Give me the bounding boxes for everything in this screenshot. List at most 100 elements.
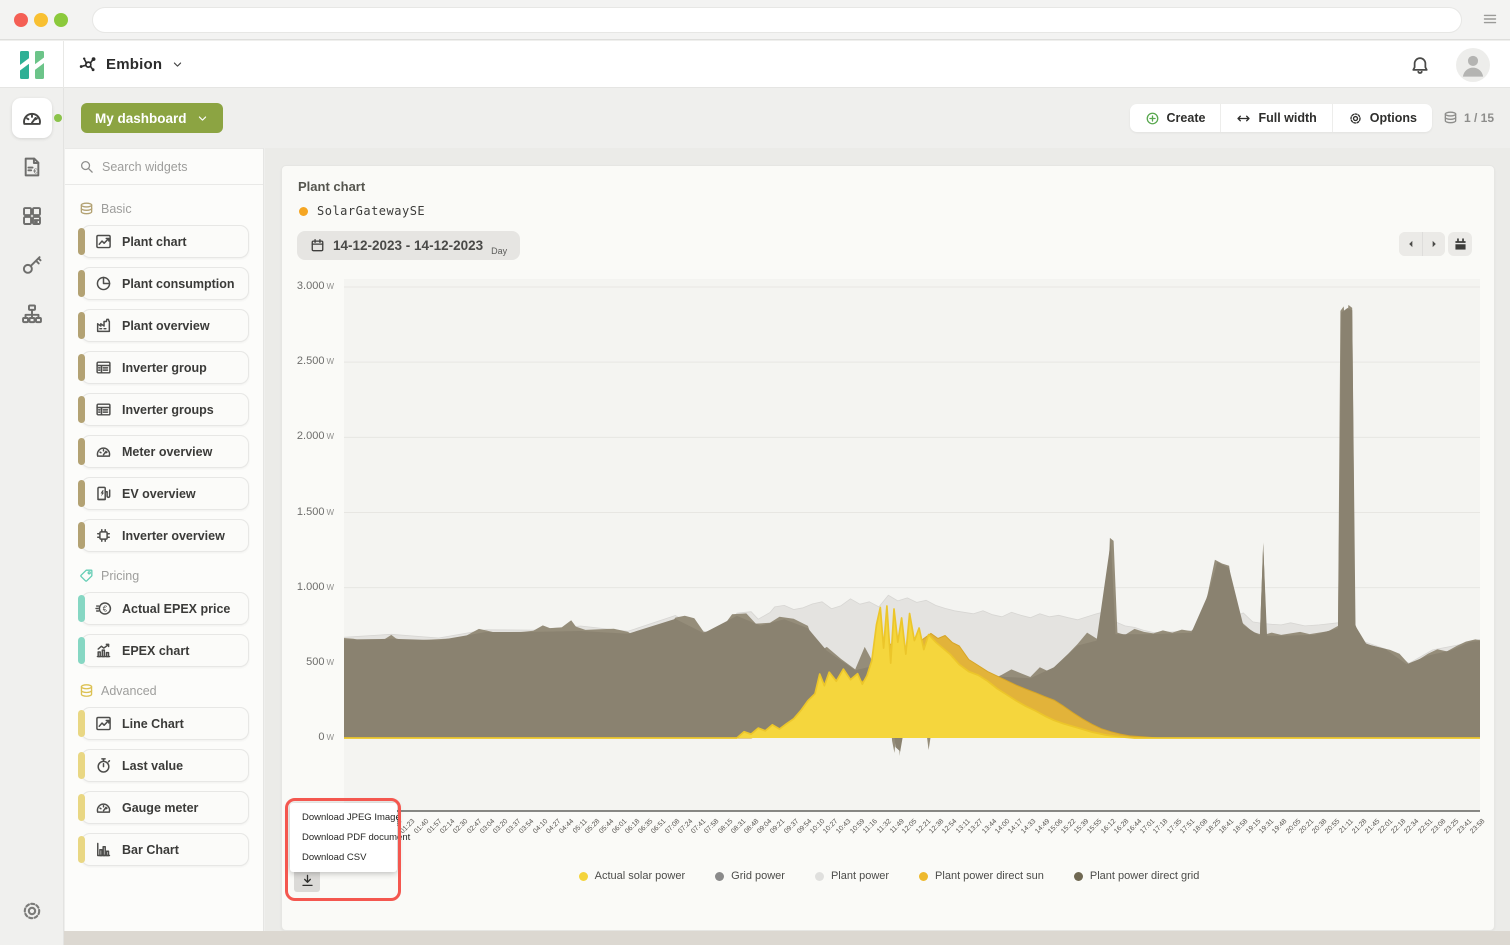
legend-item-actual-solar-power[interactable]: Actual solar power	[578, 870, 686, 882]
options-button[interactable]: Options	[1331, 104, 1432, 132]
menu-item-download-csv[interactable]: Download CSV	[302, 852, 367, 863]
rail-item-access-keys[interactable]	[12, 245, 52, 285]
legend-item-plant-power-direct-sun[interactable]: Plant power direct sun	[919, 870, 1044, 882]
date-granularity: Day	[491, 246, 508, 256]
chip-icon	[95, 527, 112, 544]
dashboard-topbar: My dashboard Create Full width Options 1…	[65, 88, 1510, 148]
gear-icon	[1348, 111, 1363, 126]
legend-item-plant-power[interactable]: Plant power	[814, 870, 889, 882]
widget-item-inverter-groups[interactable]: Inverter groups	[78, 393, 249, 426]
widget-item-inverter-overview[interactable]: Inverter overview	[78, 519, 249, 552]
create-button[interactable]: Create	[1130, 104, 1221, 132]
legend-item-grid-power[interactable]: Grid power	[715, 870, 785, 882]
menu-item-download-pdf-document[interactable]: Download PDF document	[302, 832, 411, 843]
plus-circle-icon	[1145, 111, 1160, 126]
chart-legend: Actual solar power Grid power Plant power P…	[282, 870, 1496, 882]
widget-item-inverter-group[interactable]: Inverter group	[78, 351, 249, 384]
window-minimize-button[interactable]	[34, 13, 48, 27]
accent-bar	[78, 312, 85, 339]
window-zoom-button[interactable]	[54, 13, 68, 27]
nav-rail: €	[0, 88, 64, 945]
active-indicator-dot	[53, 114, 62, 122]
widget-item-label: EPEX chart	[122, 643, 190, 658]
calendar-icon	[310, 238, 325, 253]
legend-label: Actual solar power	[594, 870, 686, 882]
dashboard-canvas: Plant chart SolarGatewaySE 14-12-2023 - …	[265, 148, 1510, 931]
accent-bar	[78, 522, 85, 549]
accent-bar	[78, 228, 85, 255]
chart-plot-area[interactable]	[343, 279, 1481, 819]
widget-item-epex-chart[interactable]: EPEX chart	[78, 634, 249, 667]
widget-item-last-value[interactable]: Last value	[78, 749, 249, 782]
factory-icon	[95, 317, 112, 334]
layers-icon	[79, 201, 94, 216]
widget-item-bar-chart[interactable]: Bar Chart	[78, 833, 249, 866]
chevron-down-icon	[196, 112, 209, 125]
grid-squares-icon	[21, 205, 43, 227]
browser-chrome	[0, 0, 1510, 40]
legend-item-plant-power-direct-grid[interactable]: Plant power direct grid	[1073, 870, 1199, 882]
rail-item-dashboard[interactable]	[11, 98, 62, 138]
menu-item-download-jpeg-image[interactable]: Download JPEG Image	[302, 812, 401, 823]
dashboard-selector-button[interactable]: My dashboard	[81, 103, 223, 133]
line-chart-icon	[95, 715, 112, 732]
prev-period-button[interactable]	[1399, 232, 1422, 256]
widget-item-plant-chart[interactable]: Plant chart	[78, 225, 249, 258]
full-width-label: Full width	[1258, 111, 1317, 125]
rail-item-widgets[interactable]	[12, 196, 52, 236]
widget-item-plant-overview[interactable]: Plant overview	[78, 309, 249, 342]
sitemap-icon	[21, 303, 43, 325]
widget-item-ev-overview[interactable]: EV overview	[78, 477, 249, 510]
widget-search	[65, 149, 263, 185]
widget-item-plant-consumption[interactable]: Plant consumption	[78, 267, 249, 300]
window-close-button[interactable]	[14, 13, 28, 27]
next-period-button[interactable]	[1422, 232, 1445, 256]
y-axis-unit: W	[326, 357, 334, 367]
section-label: Pricing	[101, 568, 140, 583]
widget-item-label: EV overview	[122, 486, 196, 501]
notifications-bell-icon[interactable]	[1410, 55, 1430, 75]
y-axis-unit: W	[326, 733, 334, 742]
org-switcher[interactable]: Embion	[78, 41, 184, 88]
bar-chart-icon	[95, 841, 112, 858]
search-input[interactable]	[102, 159, 242, 174]
widget-item-label: Inverter overview	[122, 528, 225, 543]
widget-item-actual-epex-price[interactable]: € Actual EPEX price	[78, 592, 249, 625]
date-range-button[interactable]: 14-12-2023 - 14-12-2023 Day	[297, 231, 521, 260]
rail-item-billing[interactable]: €	[12, 147, 52, 187]
user-avatar[interactable]	[1456, 47, 1490, 82]
app-logo[interactable]	[0, 41, 64, 88]
browser-menu-icon[interactable]	[1482, 11, 1498, 27]
legend-dot	[578, 871, 588, 881]
meter-icon	[95, 443, 112, 460]
y-axis-unit: W	[326, 282, 334, 291]
rail-item-settings[interactable]	[20, 899, 44, 923]
calendar-solid-icon	[1453, 237, 1468, 252]
date-nav-controls	[1399, 232, 1472, 256]
rail-item-hierarchy[interactable]	[12, 294, 52, 334]
widget-item-label: Bar Chart	[122, 842, 179, 857]
person-icon	[1458, 50, 1488, 80]
legend-dot	[715, 871, 725, 881]
widget-item-gauge-meter[interactable]: Gauge meter	[78, 791, 249, 824]
url-bar[interactable]	[92, 7, 1462, 33]
legend-dot	[814, 871, 824, 881]
widget-item-label: Gauge meter	[122, 800, 199, 815]
gateway-name: SolarGatewaySE	[317, 204, 426, 218]
widget-item-label: Inverter group	[122, 360, 207, 375]
gauge-icon	[21, 107, 43, 129]
open-calendar-button[interactable]	[1448, 232, 1472, 256]
chart-download-button[interactable]	[294, 868, 320, 892]
widget-item-label: Last value	[122, 758, 184, 773]
page-indicator-text: 1 / 15	[1463, 110, 1494, 125]
download-menu: Download JPEG Image Download PDF document…	[290, 803, 411, 872]
full-width-button[interactable]: Full width	[1220, 104, 1331, 132]
widget-item-label: Plant chart	[122, 234, 187, 249]
page-bottom-strip	[64, 931, 1510, 945]
widget-item-label: Meter overview	[122, 444, 213, 459]
table-list-icon	[95, 401, 112, 418]
widget-item-line-chart[interactable]: Line Chart	[78, 707, 249, 740]
widget-item-meter-overview[interactable]: Meter overview	[78, 435, 249, 468]
